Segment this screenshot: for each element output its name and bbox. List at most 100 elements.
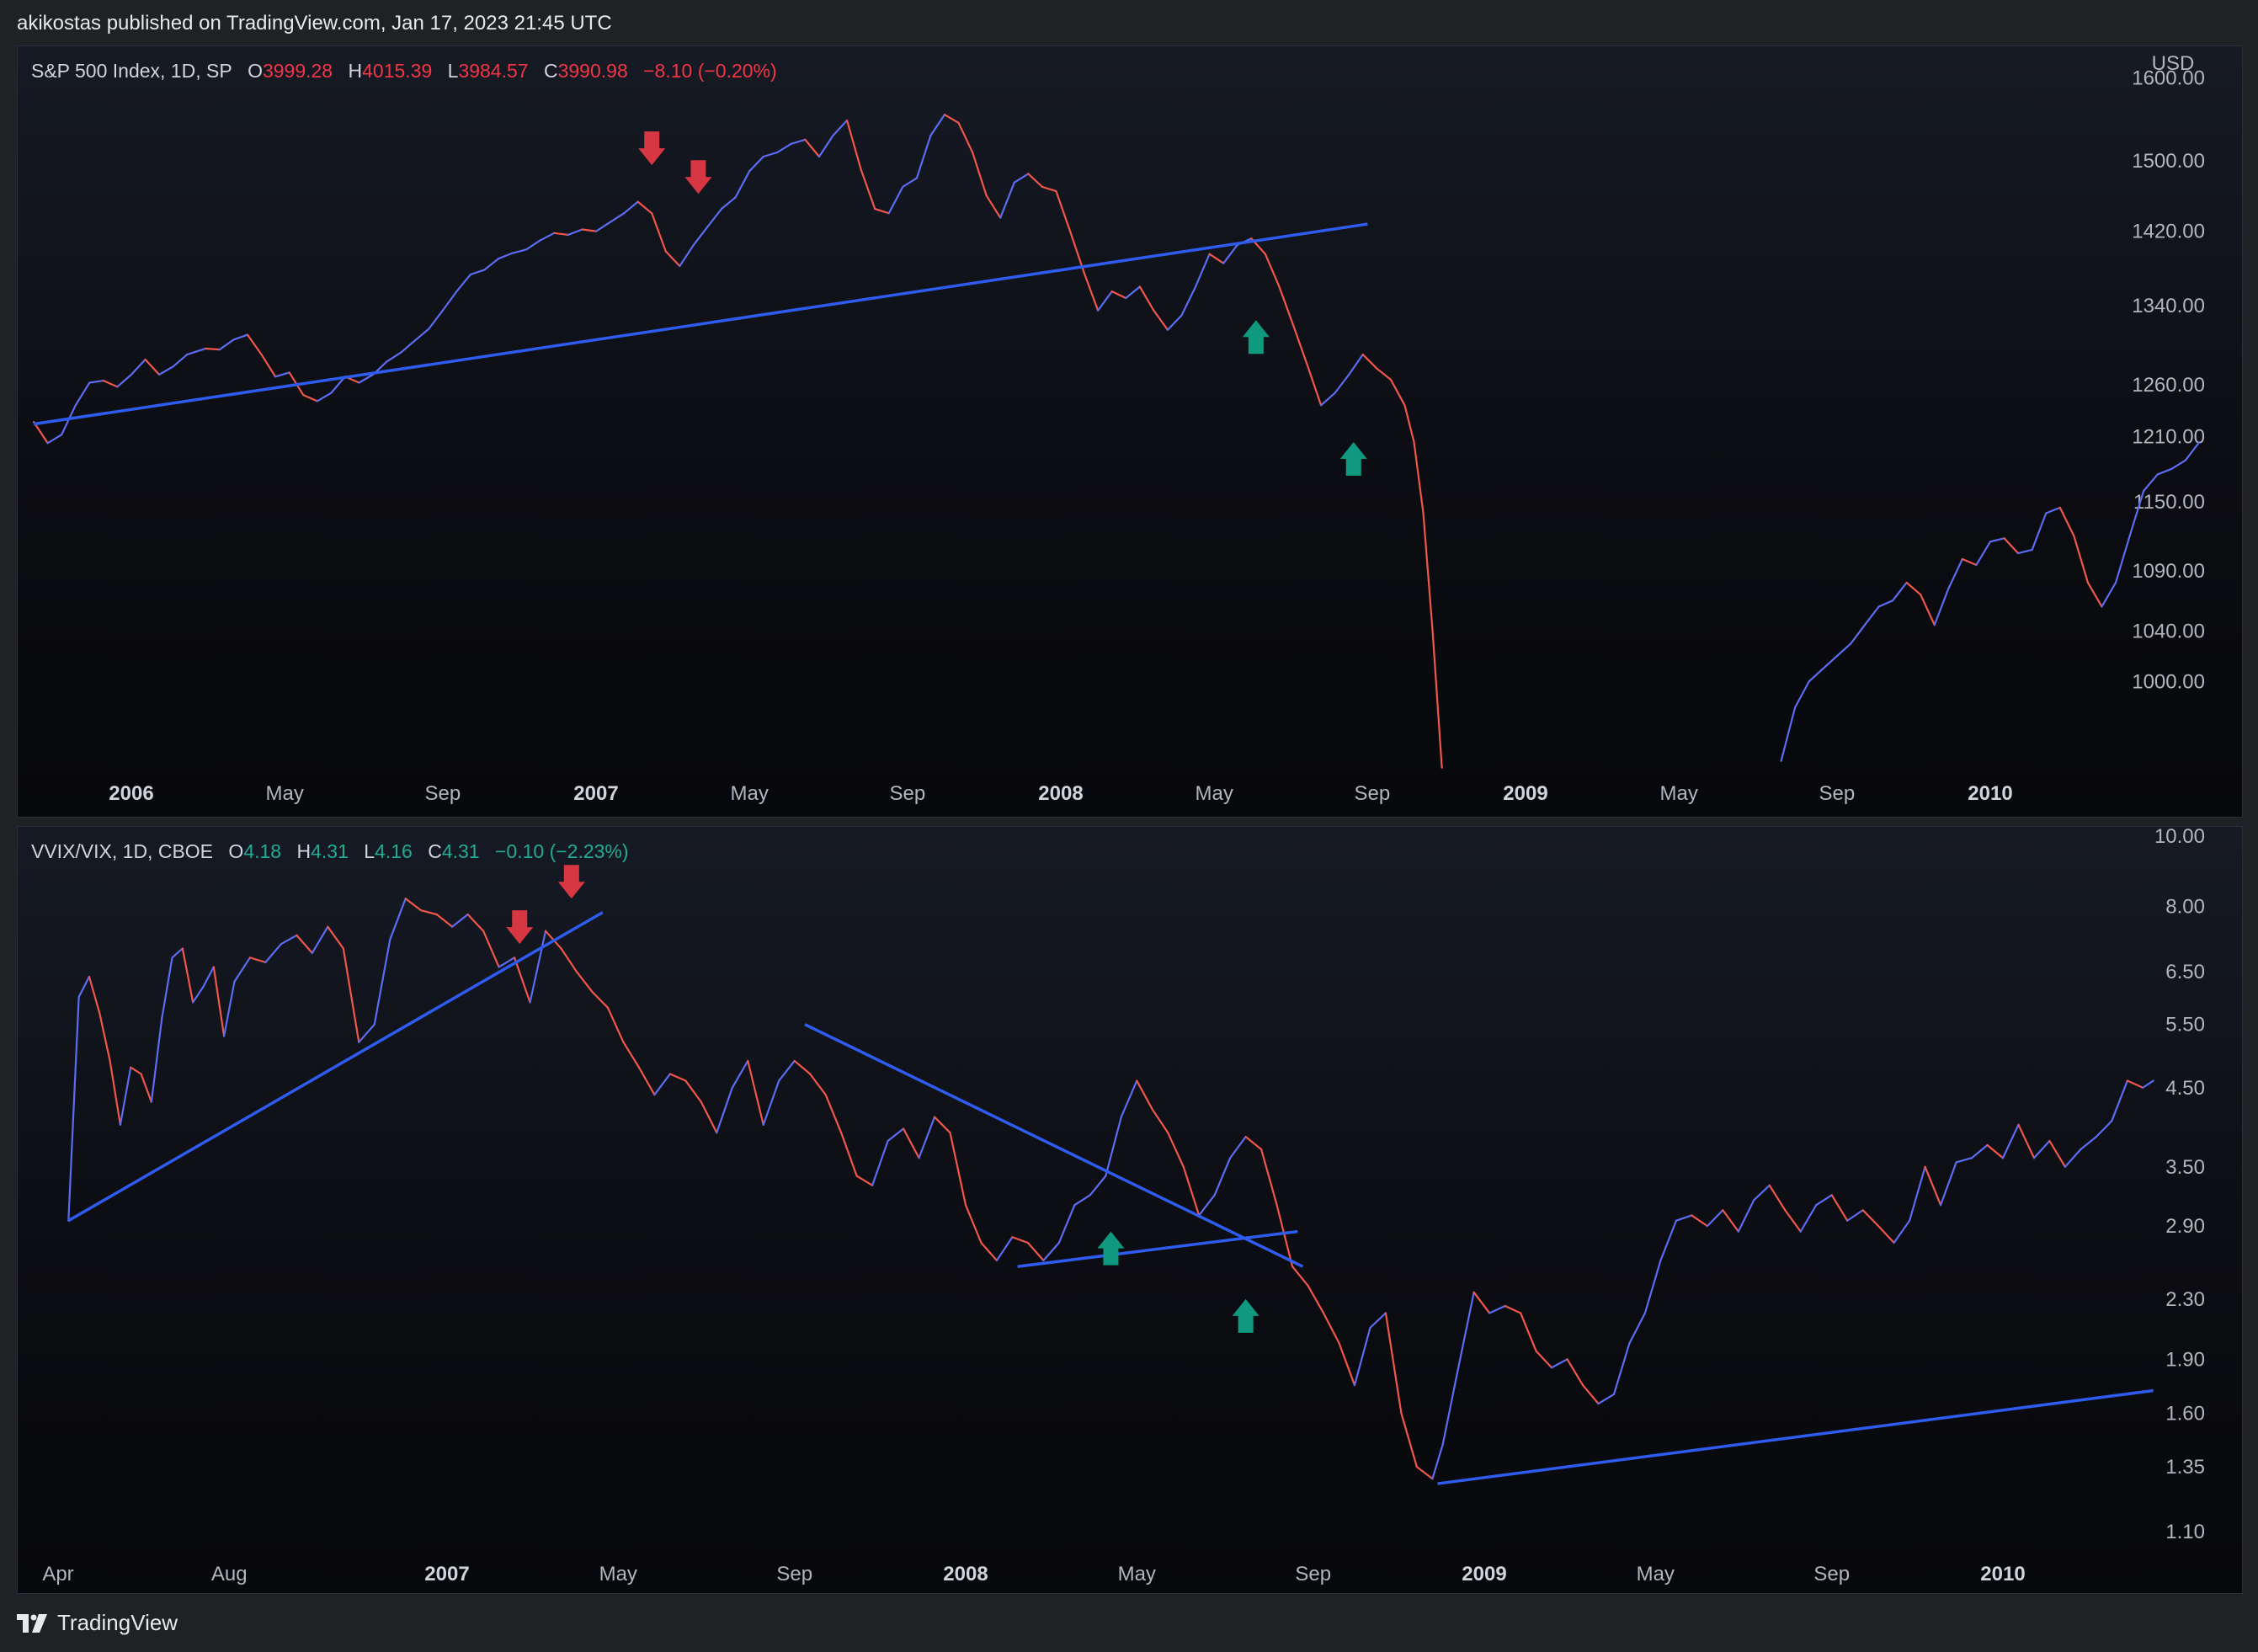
sp500-currency-label: USD — [2152, 52, 2195, 75]
sp500-series-segment — [1291, 323, 1308, 366]
sp500-series-segment — [1278, 285, 1295, 327]
sp500-series-segment — [1961, 557, 1978, 567]
publish-line: akikostas published on TradingView.com, … — [17, 12, 612, 35]
vvix-vix-chart-pane[interactable]: 1.10 1.35 1.60 1.90 2.30 2.90 3.50 4.50 5.50 6.50… — [17, 826, 2243, 1594]
sp500-series-segment — [581, 228, 598, 232]
sp500-series-segment — [2128, 489, 2145, 537]
sp500-series-segment — [186, 347, 207, 356]
sp500-series-segment — [539, 232, 556, 242]
vvix-x-tick-label: Aug — [211, 1563, 248, 1585]
vvix-series-segment — [264, 943, 282, 963]
vvix-series-segment — [1815, 1194, 1833, 1207]
sp500-series-segment — [1222, 243, 1238, 264]
vvix-series-segment — [1213, 1157, 1232, 1196]
vvix-series-segment — [606, 1006, 625, 1043]
vvix-series-segment — [1566, 1358, 1584, 1387]
sp500-series-0 — [32, 114, 1443, 769]
vvix-series-segment — [980, 1241, 999, 1262]
vvix-series-segment — [1105, 1116, 1122, 1177]
sp500-series-segment — [929, 114, 946, 136]
sp500-series-segment — [902, 177, 918, 188]
vvix-series-segment — [404, 898, 423, 912]
sp500-chart-svg[interactable]: 1000.00 1040.00 1090.00 1150.00 1210.00 1260.… — [18, 46, 2242, 817]
sp500-change: −8.10 (−0.20%) — [643, 60, 777, 82]
vvix-series-segment — [161, 957, 173, 1021]
vvix-series-segment — [2111, 1079, 2128, 1122]
vvix-series-segment — [2048, 1139, 2067, 1168]
sp500-series-segment — [1138, 285, 1155, 312]
sp500-legend: S&P 500 Index, 1D, SP O3999.28 H4015.39 … — [31, 60, 777, 83]
sp500-series-segment — [2156, 467, 2173, 476]
sp500-series-segment — [413, 328, 430, 342]
vvix-series-segment — [871, 1139, 889, 1186]
sp500-chart-pane[interactable]: 1000.00 1040.00 1090.00 1150.00 1210.00 1260.… — [17, 45, 2243, 818]
sp500-series-segment — [158, 365, 174, 376]
sp500-series-segment — [1013, 173, 1030, 184]
sp500-series-segment — [274, 371, 290, 378]
vvix-series-segment — [1520, 1312, 1537, 1352]
vvix-series-segment — [466, 913, 485, 932]
vvix-series-segment — [67, 996, 80, 1222]
vvix-legend: VVIX/VIX, 1D, CBOE O4.18 H4.31 L4.16 C4.… — [31, 840, 629, 863]
sp500-series-segment — [1947, 557, 1963, 590]
sp500-series-segment — [1877, 600, 1894, 608]
vvix-y-tick-label: 6.50 — [2165, 961, 2205, 983]
sp500-series-segment — [1905, 581, 1922, 596]
sp500-x-tick-label: 2008 — [1038, 782, 1083, 805]
vvix-series-segment — [731, 1059, 749, 1089]
sp500-y-tick-label: 1420.00 — [2132, 221, 2205, 243]
vvix-x-tick-label: Apr — [42, 1563, 73, 1585]
sp500-series-segment — [1989, 537, 2005, 543]
vvix-series-segment — [99, 1012, 111, 1063]
sp500-series-segment — [817, 134, 834, 158]
vvix-series-segment — [373, 938, 391, 1026]
vvix-series-segment — [1369, 1312, 1387, 1329]
vvix-y-tick-label: 1.90 — [2165, 1348, 2205, 1371]
vvix-trendline — [804, 1023, 1304, 1268]
sp500-open-value: 3999.28 — [262, 60, 333, 82]
vvix-series-segment — [1198, 1194, 1216, 1217]
vvix-series-segment — [1768, 1184, 1787, 1212]
vvix-series-segment — [1338, 1342, 1356, 1387]
vvix-y-tick-label: 3.50 — [2165, 1156, 2205, 1179]
vvix-series-segment — [2064, 1148, 2082, 1168]
sp500-series-segment — [1975, 541, 1992, 567]
vvix-series-segment — [1550, 1358, 1568, 1369]
vvix-series-segment — [2032, 1139, 2051, 1159]
vvix-high-label: H — [296, 840, 312, 862]
vvix-up-arrow-icon — [1097, 1231, 1125, 1266]
footer-brand[interactable]: TradingView — [57, 1610, 178, 1635]
sp500-series-segment — [1808, 668, 1824, 683]
vvix-y-tick-label: 5.50 — [2165, 1014, 2205, 1036]
vvix-series-segment — [1136, 1079, 1153, 1111]
vvix-series-segment — [668, 1073, 687, 1082]
sp500-x-tick-label: Sep — [889, 782, 925, 805]
vvix-series-segment — [1151, 1108, 1169, 1134]
sp500-series-segment — [860, 168, 876, 210]
vvix-series-segment — [2095, 1120, 2113, 1138]
sp500-series-segment — [32, 421, 49, 445]
vvix-vix-chart-svg[interactable]: 1.10 1.35 1.60 1.90 2.30 2.90 3.50 4.50 5.50 6.50… — [18, 827, 2242, 1593]
sp500-series-segment — [664, 250, 681, 268]
vvix-series-segment — [809, 1073, 827, 1096]
vvix-series-segment — [233, 957, 252, 983]
vvix-series-segment — [1488, 1304, 1506, 1314]
tradingview-logo-icon[interactable] — [17, 1613, 51, 1633]
sp500-series-segment — [2073, 535, 2090, 584]
vvix-series-segment — [1753, 1184, 1771, 1202]
vvix-x-tick-label: May — [1118, 1563, 1156, 1585]
vvix-series-segment — [1073, 1194, 1091, 1207]
vvix-series-segment — [1970, 1143, 1989, 1159]
vvix-series-segment — [1675, 1214, 1693, 1222]
sp500-series-segment — [260, 353, 277, 378]
vvix-high-value: 4.31 — [311, 840, 349, 862]
sp500-series-segment — [1389, 378, 1406, 407]
sp500-series-segment — [1027, 173, 1044, 188]
vvix-series-segment — [716, 1086, 733, 1134]
vvix-y-tick-label: 1.10 — [2165, 1521, 2205, 1543]
sp500-x-tick-label: 2010 — [1968, 782, 2012, 805]
vvix-series-segment — [498, 957, 516, 968]
vvix-series-segment — [358, 1023, 375, 1043]
vvix-series-segment — [1597, 1393, 1616, 1405]
sp500-series-segment — [302, 393, 318, 402]
